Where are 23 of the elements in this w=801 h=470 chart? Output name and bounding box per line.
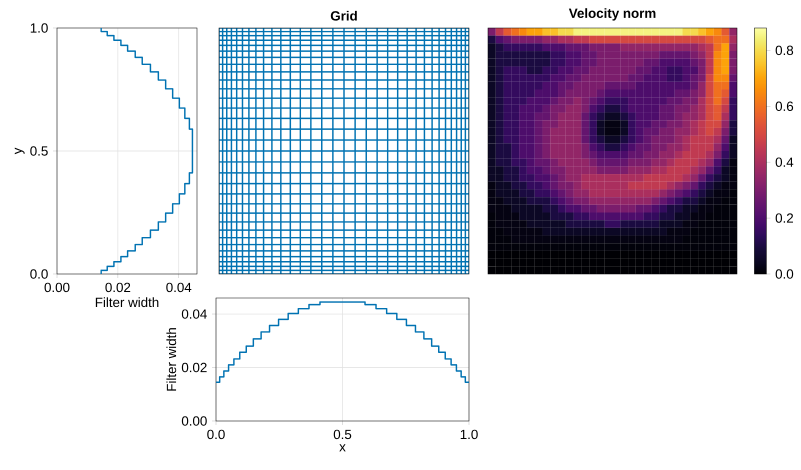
- y-tick-label: 1.0: [30, 23, 48, 33]
- x-tick-label: 0.00: [44, 282, 70, 292]
- y-tick-label: 0.04: [182, 309, 207, 319]
- color-bar-label: 0.6: [776, 102, 794, 111]
- x-axis-title: Filter width: [96, 297, 158, 308]
- text: Grid: [330, 10, 357, 21]
- x-axis-title: x: [339, 444, 346, 452]
- y-tick-label: 0.5: [30, 146, 48, 156]
- y-tick-label: 0.00: [182, 416, 207, 426]
- y-tick-label: 0.0: [30, 269, 48, 279]
- color-bar-label: 0.2: [776, 213, 794, 223]
- y-tick-label: 0.02: [182, 362, 207, 372]
- x-tick-label: 0.5: [334, 430, 352, 440]
- color-bar-label: 0.0: [776, 269, 794, 279]
- y-axis-title: y: [14, 148, 25, 154]
- color-bar-label: 0.8: [776, 46, 794, 56]
- x-tick-label: 1.0: [460, 430, 478, 440]
- chart-title: Velocity norm: [568, 8, 656, 21]
- y-axis-title: Filter width: [166, 328, 176, 391]
- x-tick-label: 0.04: [166, 282, 192, 292]
- x-tick-label: 0.02: [105, 282, 130, 292]
- color-bar-label: 0.4: [776, 157, 794, 167]
- x-tick-label: 0.0: [207, 430, 225, 440]
